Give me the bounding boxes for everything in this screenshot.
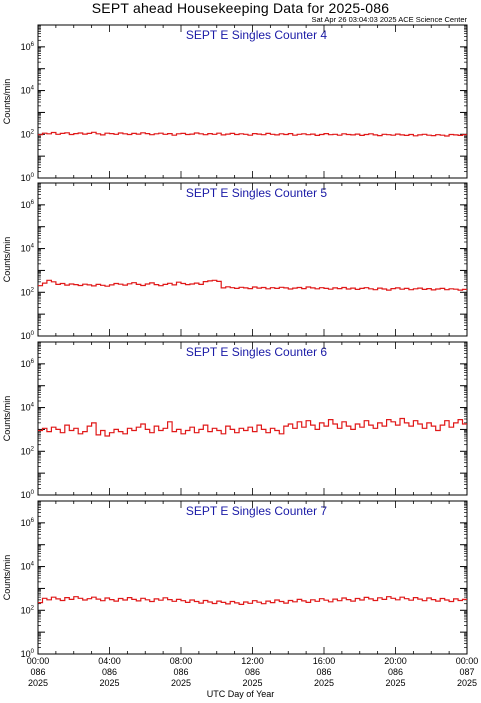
x-tick-time: 00:00 bbox=[27, 656, 50, 666]
x-tick-time: 00:00 bbox=[456, 656, 479, 666]
x-tick-day: 086 bbox=[102, 667, 117, 677]
panel-2: SEPT E Singles Counter 5 Counts/min 100 102… bbox=[2, 182, 468, 341]
x-tick-day: 086 bbox=[173, 667, 188, 677]
page-title: SEPT ahead Housekeeping Data for 2025-08… bbox=[91, 0, 390, 16]
panel-title: SEPT E Singles Counter 6 bbox=[186, 345, 328, 359]
x-tick-year: 2025 bbox=[385, 678, 405, 688]
y-axis-label: Counts/min bbox=[2, 237, 12, 283]
y-axis-label: Counts/min bbox=[2, 396, 12, 442]
x-tick-time: 20:00 bbox=[384, 656, 407, 666]
x-tick-time: 04:00 bbox=[98, 656, 121, 666]
x-tick-year: 2025 bbox=[99, 678, 119, 688]
y-tick-label: 100 bbox=[21, 173, 35, 183]
x-tick-year: 2025 bbox=[457, 678, 477, 688]
x-tick-labels: 00:00086202504:00086202508:00086202512:0… bbox=[27, 656, 479, 688]
x-tick-year: 2025 bbox=[314, 678, 334, 688]
y-tick-label: 100 bbox=[21, 649, 35, 659]
y-tick-label: 102 bbox=[21, 129, 35, 139]
y-axis-label: Counts/min bbox=[2, 79, 12, 125]
panel-4: SEPT E Singles Counter 7 Counts/min 100 102… bbox=[2, 500, 468, 659]
y-tick-label: 106 bbox=[21, 359, 35, 369]
panel-3: SEPT E Singles Counter 6 Counts/min 100 102… bbox=[2, 341, 468, 500]
x-tick-year: 2025 bbox=[28, 678, 48, 688]
series-line bbox=[38, 596, 467, 605]
x-tick-day: 087 bbox=[459, 667, 474, 677]
y-axis-label: Counts/min bbox=[2, 555, 12, 601]
y-tick-label: 106 bbox=[21, 200, 35, 210]
x-tick-time: 08:00 bbox=[170, 656, 193, 666]
panel-1: SEPT E Singles Counter 4 Counts/min 100 102… bbox=[2, 24, 468, 183]
y-tick-label: 104 bbox=[21, 403, 35, 413]
series-line bbox=[38, 131, 467, 137]
x-tick-time: 12:00 bbox=[241, 656, 264, 666]
x-tick-year: 2025 bbox=[171, 678, 191, 688]
y-tick-label: 104 bbox=[21, 562, 35, 572]
y-tick-label: 104 bbox=[21, 244, 35, 254]
y-tick-label: 106 bbox=[21, 518, 35, 528]
panel-frame bbox=[37, 182, 468, 337]
y-tick-label: 100 bbox=[21, 331, 35, 341]
y-tick-label: 104 bbox=[21, 86, 35, 96]
series-line bbox=[38, 417, 467, 437]
panel-title: SEPT E Singles Counter 4 bbox=[186, 28, 328, 42]
panel-title: SEPT E Singles Counter 5 bbox=[186, 186, 328, 200]
y-tick-label: 100 bbox=[21, 490, 35, 500]
y-tick-label: 102 bbox=[21, 605, 35, 615]
x-tick-day: 086 bbox=[316, 667, 331, 677]
x-tick-time: 16:00 bbox=[313, 656, 336, 666]
y-tick-label: 102 bbox=[21, 446, 35, 456]
generation-timestamp: Sat Apr 26 03:04:03 2025 ACE Science Cen… bbox=[311, 15, 467, 24]
x-tick-day: 086 bbox=[30, 667, 45, 677]
x-tick-day: 086 bbox=[388, 667, 403, 677]
y-tick-label: 102 bbox=[21, 287, 35, 297]
x-tick-year: 2025 bbox=[242, 678, 262, 688]
panel-frame bbox=[37, 24, 468, 179]
series-line bbox=[38, 279, 467, 291]
x-axis-title: UTC Day of Year bbox=[206, 689, 275, 699]
y-tick-label: 106 bbox=[21, 42, 35, 52]
panel-title: SEPT E Singles Counter 7 bbox=[186, 504, 328, 518]
x-tick-day: 086 bbox=[245, 667, 260, 677]
panel-frame bbox=[37, 500, 468, 655]
